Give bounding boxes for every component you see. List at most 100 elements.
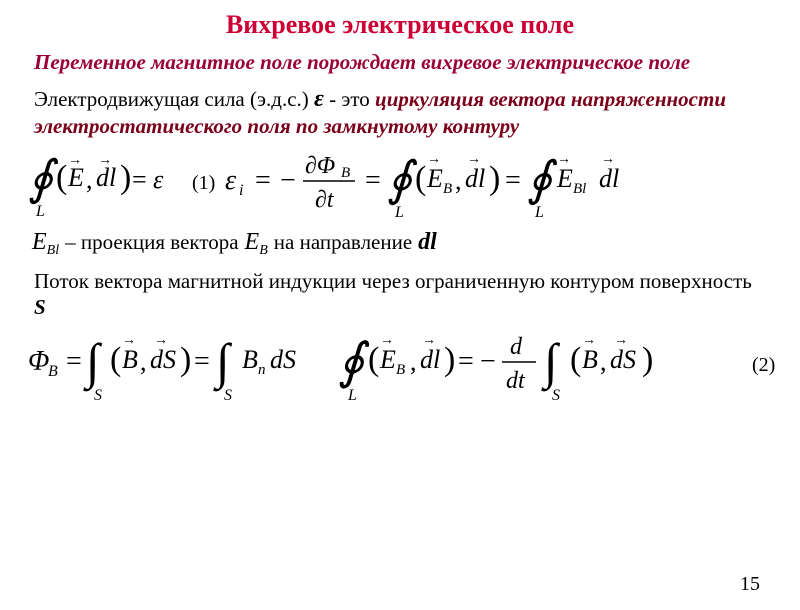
page-title: Вихревое электрическое поле: [0, 10, 800, 40]
svg-text:L: L: [35, 203, 45, 220]
svg-text:): ): [180, 341, 191, 378]
svg-text:B: B: [341, 165, 350, 181]
svg-text:(: (: [570, 341, 581, 378]
svg-text:→: →: [467, 152, 481, 167]
svg-text:→: →: [122, 333, 136, 348]
svg-text:,: ,: [455, 166, 462, 195]
svg-text:(: (: [368, 341, 379, 378]
sym-dl: dl: [418, 229, 437, 256]
svg-text:S: S: [224, 387, 232, 404]
svg-text:=: =: [255, 165, 271, 196]
svg-text:∂t: ∂t: [315, 187, 335, 213]
flux-text: Поток вектора магнитной индукции через о…: [34, 269, 766, 319]
svg-text:→: →: [614, 333, 628, 348]
svg-text:S: S: [94, 387, 102, 404]
svg-text:dS: dS: [270, 345, 296, 374]
svg-text:ε: ε: [153, 165, 164, 194]
svg-text:S: S: [552, 387, 560, 404]
flux-a: Поток вектора магнитной индукции через о…: [34, 269, 752, 293]
svg-text:B: B: [48, 363, 58, 380]
svg-text:B: B: [122, 345, 138, 374]
svg-text:∫: ∫: [213, 333, 233, 392]
page-number: 15: [740, 573, 760, 596]
svg-text:→: →: [154, 333, 168, 348]
emf-definition: Электродвижущая сила (э.д.с.) ε - это ци…: [34, 85, 766, 139]
svg-text:→: →: [68, 153, 82, 168]
svg-text:dl: dl: [599, 164, 619, 193]
eq1-left: ∮ L ( E → , dl → ) = ε: [28, 146, 178, 220]
svg-text:→: →: [380, 333, 394, 348]
proj-b: на направление: [274, 230, 412, 255]
svg-text:E: E: [556, 164, 573, 193]
eq2-label: (2): [752, 354, 775, 377]
svg-text:−: −: [480, 346, 496, 377]
emf-def-a: Электродвижущая сила (э.д.с.): [34, 87, 314, 111]
svg-text:→: →: [557, 152, 571, 167]
proj-a: – проекция вектора: [65, 230, 238, 255]
svg-text:i: i: [239, 182, 243, 199]
svg-text:B: B: [582, 345, 598, 374]
eq2-right: ∮ L ( E B → , dl → ) = − d dt ∫ S ( B → …: [338, 326, 738, 406]
svg-text:(: (: [415, 160, 426, 197]
projection-line: EBl – проекция вектора EB на направление…: [32, 229, 768, 259]
svg-text:,: ,: [600, 347, 607, 376]
flux-S: S: [34, 295, 46, 319]
svg-text:dl: dl: [465, 164, 485, 193]
svg-text:dS: dS: [150, 345, 176, 374]
svg-text:=: =: [66, 346, 82, 377]
svg-text:∫: ∫: [541, 333, 561, 392]
svg-text:dl: dl: [420, 345, 440, 374]
svg-text:=: =: [132, 165, 147, 194]
svg-text:→: →: [427, 152, 441, 167]
svg-text:L: L: [394, 204, 404, 221]
svg-text:=: =: [194, 346, 210, 377]
svg-text:∮: ∮: [527, 153, 558, 206]
svg-text:→: →: [98, 153, 112, 168]
svg-text:ε: ε: [225, 165, 236, 196]
eq1-label: (1): [192, 172, 215, 195]
intro-statement: Переменное магнитное поле порождает вихр…: [34, 50, 766, 75]
svg-text:L: L: [347, 387, 357, 404]
equation-1-row: ∮ L ( E → , dl → ) = ε (1) ε i = − ∂Φ B …: [28, 145, 772, 221]
svg-text:E: E: [426, 164, 443, 193]
svg-text:): ): [489, 160, 500, 197]
emf-def-b: - это: [329, 87, 375, 111]
svg-text:=: =: [365, 165, 381, 196]
svg-text:(: (: [56, 159, 67, 196]
svg-text:→: →: [582, 333, 596, 348]
svg-text:,: ,: [86, 165, 93, 194]
svg-text:−: −: [280, 165, 296, 196]
equation-2-row: Φ B = ∫ S ( B → , dS → ) = ∫ S B n dS ∮ …: [28, 326, 772, 406]
svg-text:E: E: [379, 345, 396, 374]
svg-text:∫: ∫: [83, 333, 103, 392]
svg-text:dt: dt: [506, 368, 526, 394]
svg-text:→: →: [422, 333, 436, 348]
epsilon-symbol: ε: [314, 86, 324, 112]
sym-EBl: EBl: [32, 229, 59, 259]
sym-EB: EB: [245, 229, 268, 259]
svg-text:=: =: [458, 346, 474, 377]
svg-text:,: ,: [140, 347, 147, 376]
svg-text:B: B: [396, 362, 405, 378]
eq2-left: Φ B = ∫ S ( B → , dS → ) = ∫ S B n dS: [28, 326, 328, 406]
svg-text:∂Φ: ∂Φ: [305, 153, 335, 179]
svg-text:∮: ∮: [387, 153, 418, 206]
svg-text:(: (: [110, 341, 121, 378]
svg-text:Bl: Bl: [573, 181, 586, 197]
svg-text:∮: ∮: [338, 333, 370, 389]
eq1-right: ε i = − ∂Φ B ∂t = ∮ L ( E B → , dl → ) =…: [225, 145, 685, 221]
svg-text:dS: dS: [610, 345, 636, 374]
svg-text:∮: ∮: [28, 152, 59, 205]
svg-text:): ): [120, 159, 131, 196]
svg-text:Φ: Φ: [28, 346, 49, 377]
svg-text:d: d: [510, 334, 523, 360]
svg-text:n: n: [258, 362, 266, 378]
svg-text:B: B: [242, 345, 258, 374]
svg-text:B: B: [443, 181, 452, 197]
svg-text:=: =: [505, 165, 521, 196]
svg-text:,: ,: [410, 347, 417, 376]
svg-text:→: →: [601, 152, 615, 167]
svg-text:L: L: [534, 204, 544, 221]
svg-text:): ): [642, 341, 653, 378]
svg-text:): ): [444, 341, 455, 378]
